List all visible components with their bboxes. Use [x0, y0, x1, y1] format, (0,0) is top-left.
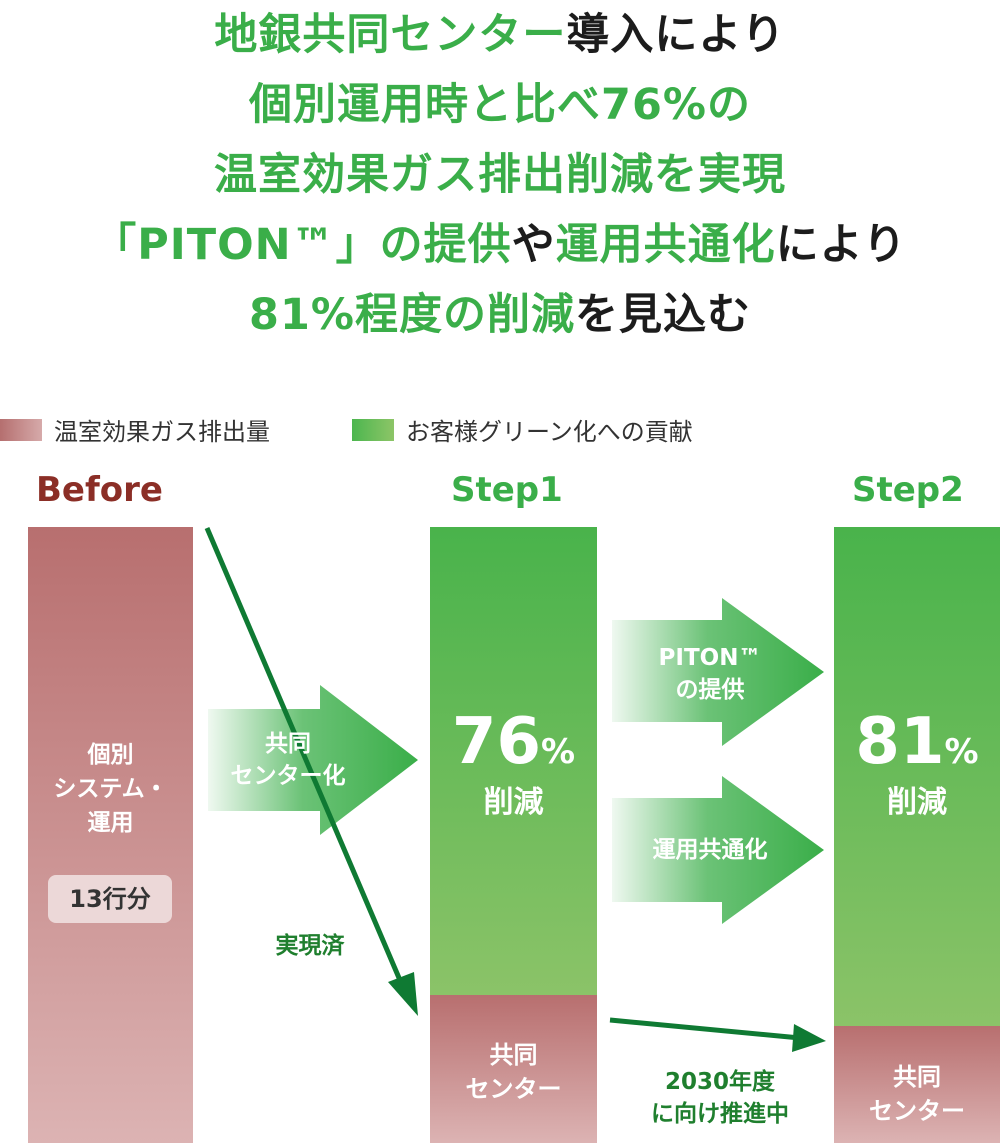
step2-pct-unit: %: [944, 732, 979, 772]
step1-pct-unit: %: [540, 732, 576, 772]
headline-line-2: 個別運用時と比べ76%の: [0, 70, 1000, 140]
step2-label: Step2: [852, 470, 964, 510]
headline-line-4-segment-2: や: [511, 220, 556, 270]
headline-line-1-segment-2: 導入により: [566, 10, 786, 60]
step2-bottom-text-1: 共同: [893, 1063, 941, 1091]
step2-pct: 81%: [855, 705, 978, 779]
step2-bar-emissions: [834, 1026, 1000, 1143]
step1-pct-label: 削減: [483, 785, 544, 820]
legend-swatch-emissions: [0, 418, 42, 441]
step2-bottom-text-2: センター: [869, 1097, 965, 1125]
target-label: 2030年度 に向け推進中: [630, 1066, 810, 1130]
step1-bottom-text-1: 共同: [489, 1041, 538, 1069]
arrow-realized-line: [204, 527, 408, 993]
before-bar-text-1: 個別: [87, 742, 134, 768]
step2-bottom-text: 共同 センター: [834, 1060, 1000, 1128]
legend-label-contribution: お客様グリーン化への貢献: [406, 418, 693, 446]
step1-bar-emissions: [430, 995, 597, 1143]
legend-item-contribution: お客様グリーン化への貢献: [352, 412, 693, 447]
step1-bottom-text: 共同 センター: [430, 1038, 597, 1106]
headline-line-5-segment-1: 81%程度の削減: [249, 290, 575, 340]
headline-line-1: 地銀共同センター導入により: [0, 0, 1000, 70]
headline: 地銀共同センター導入により 個別運用時と比べ76%の 温室効果ガス排出削減を実現…: [0, 0, 1000, 350]
before-bar-text: 個別 システム・ 運用: [28, 738, 193, 840]
legend: 温室効果ガス排出量 お客様グリーン化への貢献: [0, 412, 1000, 446]
before-label: Before: [36, 470, 163, 510]
before-bar-text-3: 運用: [87, 810, 134, 836]
legend-label-emissions: 温室効果ガス排出量: [54, 418, 270, 446]
before-bar-text-2: システム・: [53, 776, 168, 802]
arrow-realized-head: [388, 972, 418, 1016]
headline-line-4-segment-1: 「PITON™」の提供: [93, 220, 512, 270]
headline-line-3: 温室効果ガス排出削減を実現: [0, 140, 1000, 210]
arrow-piton-label: PITON™ の提供: [640, 642, 780, 706]
legend-item-emissions: 温室効果ガス排出量: [0, 412, 270, 447]
headline-line-4-segment-3: 運用共通化: [555, 220, 776, 270]
headline-line-4-segment-4: により: [775, 220, 907, 270]
headline-line-1-segment-1: 地銀共同センター: [214, 10, 567, 60]
arrow-ops-common: [612, 776, 824, 924]
step1-pct-block: 76% 削減: [430, 710, 597, 822]
step1-bottom-text-2: センター: [465, 1075, 562, 1103]
target-label-1: 2030年度: [664, 1069, 775, 1095]
arrow-target-head: [792, 1024, 826, 1052]
arrow-piton-label-1: PITON™: [658, 645, 762, 671]
arrow-ops-common-label: 運用共通化: [652, 837, 768, 863]
before-bar-emissions: [28, 527, 193, 1143]
step1-bar-contribution: [430, 527, 597, 995]
target-label-2: に向け推進中: [651, 1101, 789, 1127]
arrow-to-step1-label: 共同 センター化: [208, 728, 368, 792]
step1-pct: 76%: [452, 705, 575, 779]
arrow-to-step1-label-1: 共同: [265, 731, 311, 757]
arrow-piton: [612, 598, 824, 746]
headline-line-4: 「PITON™」の提供や運用共通化により: [0, 210, 1000, 280]
realized-label: 実現済: [275, 933, 345, 959]
legend-swatch-contribution: [352, 418, 394, 441]
before-badge: 13行分: [48, 875, 172, 923]
step2-bar-contribution: [834, 527, 1000, 1026]
step2-pct-block: 81% 削減: [834, 710, 1000, 822]
headline-line-5: 81%程度の削減を見込む: [0, 280, 1000, 350]
step1-pct-value: 76: [451, 705, 541, 779]
step2-pct-value: 81: [855, 705, 945, 779]
headline-line-2-segment-1: 個別運用時と比べ76%の: [249, 80, 751, 130]
step1-label: Step1: [451, 470, 563, 510]
arrow-target-line: [609, 1017, 801, 1041]
arrow-piton-label-2: の提供: [675, 677, 745, 703]
headline-line-5-segment-2: を見込む: [574, 290, 751, 340]
arrow-to-step1-label-2: センター化: [230, 763, 346, 789]
arrow-to-step1: [208, 685, 418, 835]
step2-pct-label: 削減: [887, 785, 947, 820]
headline-line-3-segment-1: 温室効果ガス排出削減を実現: [214, 150, 786, 200]
